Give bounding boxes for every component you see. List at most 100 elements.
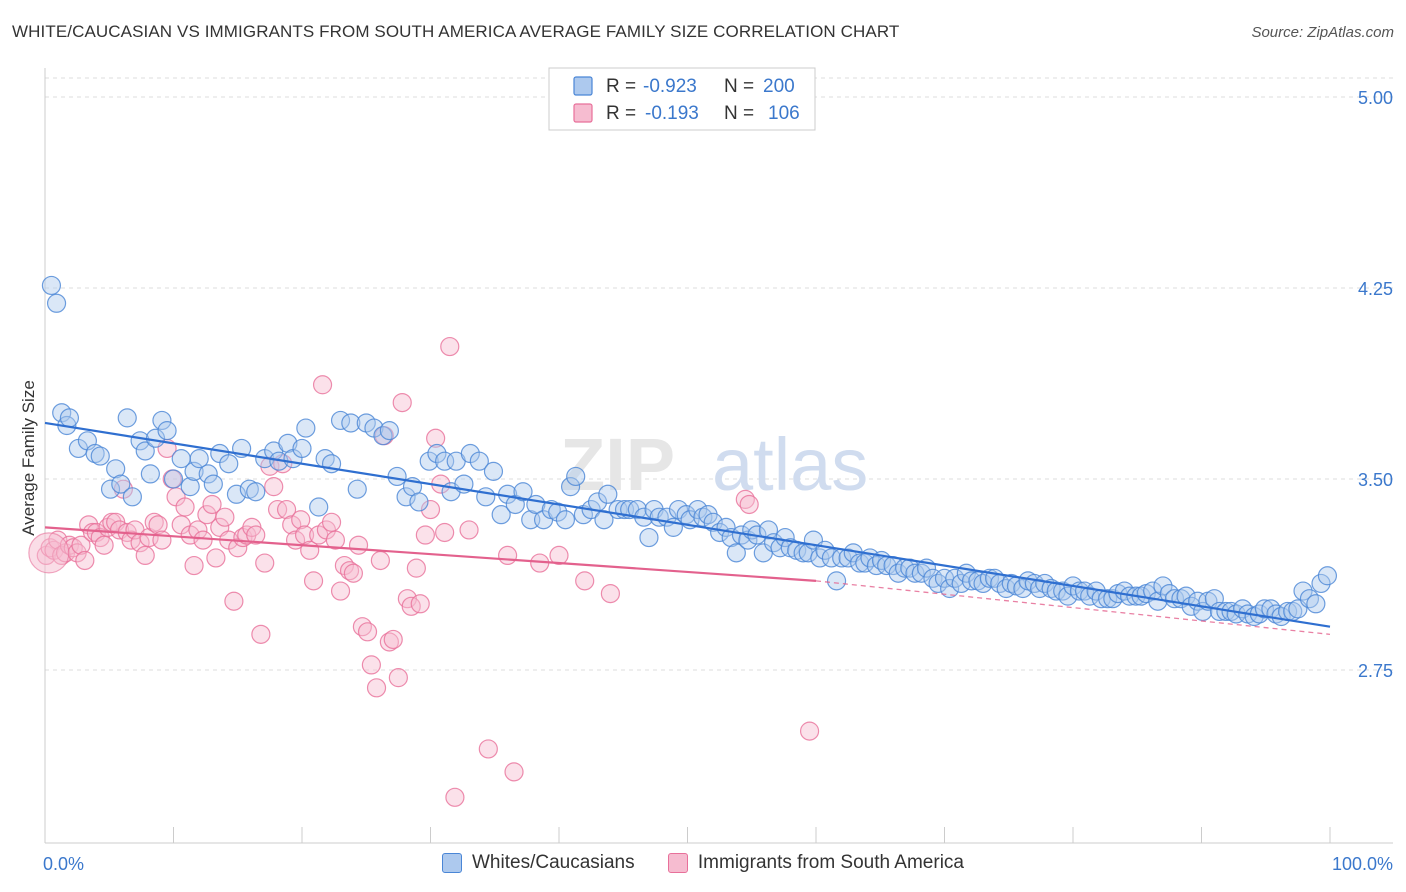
point-whites	[940, 578, 960, 599]
trend-layer	[44, 421, 1331, 635]
point-immigrants	[325, 530, 346, 550]
point-immigrants	[459, 520, 479, 540]
point-whites	[483, 461, 504, 481]
point-immigrants	[303, 571, 324, 591]
point-whites	[1293, 581, 1313, 601]
point-immigrants-cluster	[28, 532, 70, 574]
legend-swatch-immigrants	[667, 853, 688, 873]
point-whites	[476, 487, 496, 507]
point-immigrants	[415, 525, 435, 545]
point-whites	[85, 443, 105, 464]
legend-n-label-blue: N =	[724, 76, 754, 97]
point-whites	[821, 548, 842, 568]
legend-swatch-pink	[573, 103, 593, 123]
point-whites	[122, 487, 142, 507]
point-whites	[203, 474, 223, 494]
point-whites	[703, 512, 723, 532]
point-whites	[1159, 583, 1179, 604]
point-immigrants	[202, 494, 222, 515]
watermark-atlas: atlas	[712, 423, 868, 506]
trend-line-whites	[44, 421, 1331, 628]
point-whites	[427, 443, 447, 464]
point-immigrants	[739, 494, 759, 515]
y-tick-label: 4.25	[1358, 279, 1393, 299]
legend-r-label-pink: R =	[606, 103, 636, 124]
point-whites	[219, 454, 239, 474]
point-whites	[387, 466, 407, 487]
point-immigrants	[406, 558, 426, 578]
point-whites	[163, 469, 184, 489]
point-whites	[945, 568, 965, 588]
legend-r-value-blue: -0.923	[643, 76, 697, 97]
point-whites	[41, 275, 62, 296]
point-whites	[548, 502, 568, 522]
point-immigrants	[388, 668, 408, 688]
legend-n-value-pink: 106	[768, 103, 800, 124]
point-immigrants	[71, 535, 91, 555]
point-whites	[491, 505, 511, 525]
point-whites	[639, 527, 659, 548]
point-immigrants	[445, 787, 465, 807]
point-whites	[1176, 586, 1196, 606]
point-whites	[46, 293, 67, 313]
legend-bottom: Whites/Caucasians Immigrants from South …	[0, 852, 1406, 879]
point-whites	[923, 568, 943, 588]
legend-r-label-blue: R =	[606, 76, 636, 97]
point-immigrants	[75, 550, 95, 571]
point-whites	[292, 438, 312, 459]
point-whites	[1311, 573, 1331, 594]
point-immigrants	[343, 563, 363, 583]
point-immigrants	[435, 522, 455, 543]
point-immigrants	[246, 525, 266, 545]
y-axis-label: Average Family Size	[19, 380, 38, 536]
legend-n-value-blue: 200	[763, 76, 795, 97]
point-immigrants	[276, 499, 297, 520]
point-immigrants	[294, 525, 315, 545]
point-immigrants	[504, 762, 524, 782]
point-immigrants	[357, 622, 378, 642]
source-label: Source: ZipAtlas.com	[1251, 24, 1394, 41]
point-whites	[627, 499, 647, 520]
point-immigrants	[94, 535, 114, 555]
legend-top: R = -0.923 N = 200 R = -0.193 N = 106	[548, 67, 816, 131]
point-whites	[560, 477, 581, 497]
point-whites	[598, 484, 618, 504]
point-immigrants	[251, 624, 271, 644]
point-immigrants	[312, 375, 333, 395]
point-immigrants	[420, 499, 441, 520]
point-whites	[341, 413, 361, 433]
legend-item-whites: Whites/Caucasians	[442, 852, 635, 874]
point-whites	[513, 482, 533, 502]
legend-swatch-blue	[573, 76, 593, 96]
point-whites	[1306, 594, 1326, 614]
point-whites	[189, 449, 209, 469]
point-whites	[117, 408, 137, 428]
point-immigrants	[352, 617, 372, 637]
point-whites	[152, 410, 172, 431]
x-tick-label-100: 100.0%	[1332, 854, 1393, 874]
point-whites	[59, 408, 80, 428]
point-whites	[347, 479, 367, 499]
point-whites	[246, 482, 266, 502]
point-whites	[1103, 589, 1123, 609]
point-whites	[469, 451, 489, 471]
legend-swatch-whites	[442, 853, 462, 873]
legend-n-label-pink: N =	[724, 103, 754, 124]
point-immigrants	[366, 678, 387, 698]
point-whites	[157, 421, 177, 441]
y-tick-label: 5.00	[1358, 88, 1393, 108]
point-whites	[850, 553, 870, 573]
point-whites	[1254, 599, 1275, 619]
point-whites	[409, 492, 429, 512]
point-whites	[710, 522, 730, 543]
point-immigrants	[392, 393, 412, 413]
point-whites	[373, 426, 393, 446]
point-immigrants	[175, 497, 195, 517]
point-whites	[866, 555, 886, 576]
point-whites	[379, 421, 399, 441]
point-immigrants	[383, 629, 403, 650]
point-whites	[826, 571, 847, 591]
point-immigrants	[799, 721, 820, 741]
point-whites	[1143, 581, 1163, 601]
pink-points-layer	[28, 336, 820, 807]
